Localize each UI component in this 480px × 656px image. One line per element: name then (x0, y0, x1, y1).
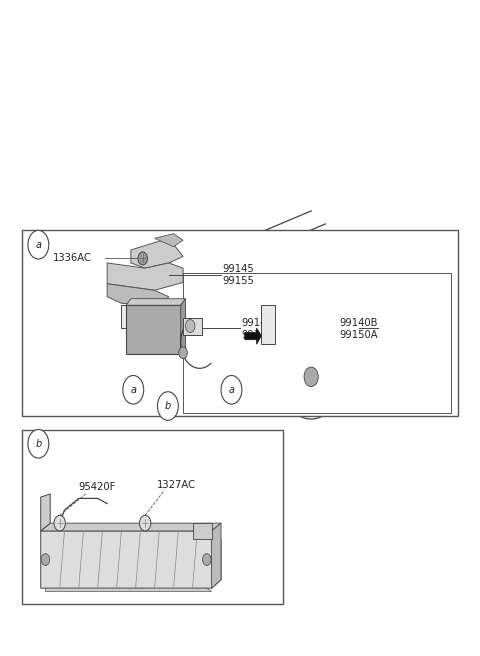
Polygon shape (131, 238, 183, 268)
Polygon shape (107, 284, 169, 305)
Text: a: a (36, 239, 41, 250)
Polygon shape (46, 588, 212, 592)
Circle shape (293, 352, 329, 401)
Text: 99155: 99155 (222, 276, 254, 285)
Polygon shape (41, 531, 221, 588)
Circle shape (304, 367, 318, 386)
Bar (192, 523, 212, 539)
Circle shape (54, 516, 65, 531)
Text: 99145: 99145 (222, 264, 254, 274)
Text: 1327AC: 1327AC (157, 480, 196, 491)
Circle shape (185, 319, 195, 333)
Polygon shape (155, 234, 183, 247)
Text: 1336AC: 1336AC (53, 253, 92, 264)
Text: 95420F: 95420F (79, 482, 116, 493)
Circle shape (139, 516, 151, 531)
Bar (22, 430, 283, 604)
Text: 99157: 99157 (241, 329, 273, 340)
Circle shape (28, 430, 49, 458)
Circle shape (203, 554, 211, 565)
Bar (126, 305, 180, 354)
Polygon shape (41, 523, 221, 531)
Text: 99150A: 99150A (340, 329, 378, 340)
Bar (121, 305, 136, 328)
Text: b: b (165, 401, 171, 411)
Circle shape (280, 335, 342, 419)
Text: 99147: 99147 (241, 318, 273, 329)
Polygon shape (107, 263, 183, 290)
Text: a: a (130, 385, 136, 395)
Circle shape (157, 392, 179, 420)
Bar (261, 305, 275, 344)
Polygon shape (126, 298, 185, 305)
Circle shape (28, 230, 49, 259)
Polygon shape (180, 298, 185, 354)
Text: 99140B: 99140B (340, 318, 378, 329)
Circle shape (317, 297, 329, 313)
Circle shape (138, 252, 147, 265)
Bar (22, 230, 458, 416)
Bar (183, 318, 202, 335)
Circle shape (179, 347, 187, 359)
Polygon shape (212, 523, 221, 588)
Polygon shape (41, 494, 50, 531)
Text: a: a (228, 385, 234, 395)
Text: b: b (35, 439, 41, 449)
Circle shape (123, 375, 144, 404)
Circle shape (41, 554, 50, 565)
Polygon shape (245, 328, 261, 344)
Bar (183, 273, 451, 413)
Circle shape (221, 375, 242, 404)
